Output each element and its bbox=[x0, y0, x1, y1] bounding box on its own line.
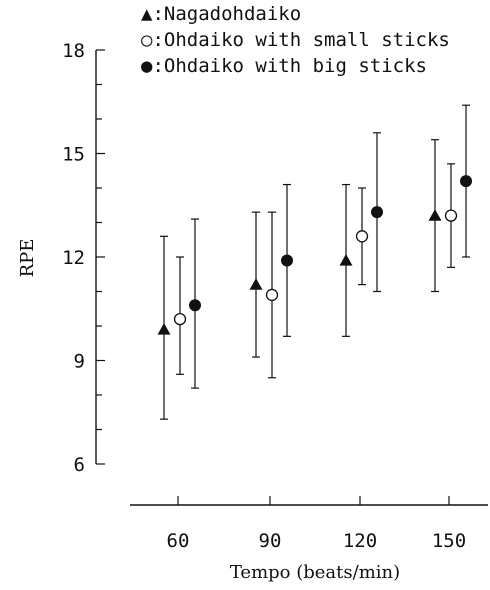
data-point bbox=[371, 206, 383, 219]
legend-entry-1: ▲:Nagadohdaiko bbox=[141, 3, 301, 25]
y-tick-label: 9 bbox=[74, 351, 85, 373]
series-1 bbox=[157, 139, 442, 420]
plot-area bbox=[157, 104, 472, 420]
legend-entry-3: ●:Ohdaiko with big sticks bbox=[141, 55, 427, 77]
data-point bbox=[281, 254, 293, 267]
data-point bbox=[428, 209, 442, 221]
data-point bbox=[355, 230, 369, 243]
x-axis-title: Tempo (beats/min) bbox=[230, 562, 400, 583]
x-tick-label: 120 bbox=[343, 530, 377, 552]
data-point bbox=[460, 175, 472, 188]
data-point bbox=[157, 322, 171, 335]
data-point bbox=[265, 288, 279, 302]
y-tick-label: 15 bbox=[62, 144, 85, 166]
x-tick-label: 90 bbox=[259, 530, 282, 552]
data-point bbox=[444, 209, 458, 222]
x-axis: 60 90 120 150 bbox=[130, 496, 488, 552]
data-point bbox=[339, 253, 353, 266]
y-tick-label: 12 bbox=[62, 247, 85, 269]
y-tick-label: 18 bbox=[62, 40, 85, 62]
y-axis-title: RPE bbox=[17, 239, 38, 278]
data-point bbox=[249, 278, 263, 290]
series-3 bbox=[189, 104, 472, 389]
data-point bbox=[189, 299, 201, 312]
x-tick-label: 150 bbox=[432, 530, 466, 552]
data-point bbox=[173, 312, 187, 326]
series-2 bbox=[173, 163, 458, 379]
y-axis: 6 9 12 15 18 bbox=[62, 40, 105, 476]
legend-entry-2: ○:Ohdaiko with small sticks bbox=[141, 29, 450, 51]
x-tick-label: 60 bbox=[167, 530, 190, 552]
y-tick-label: 6 bbox=[74, 454, 85, 476]
legend: ▲:Nagadohdaiko ○:Ohdaiko with small stick… bbox=[141, 3, 450, 77]
